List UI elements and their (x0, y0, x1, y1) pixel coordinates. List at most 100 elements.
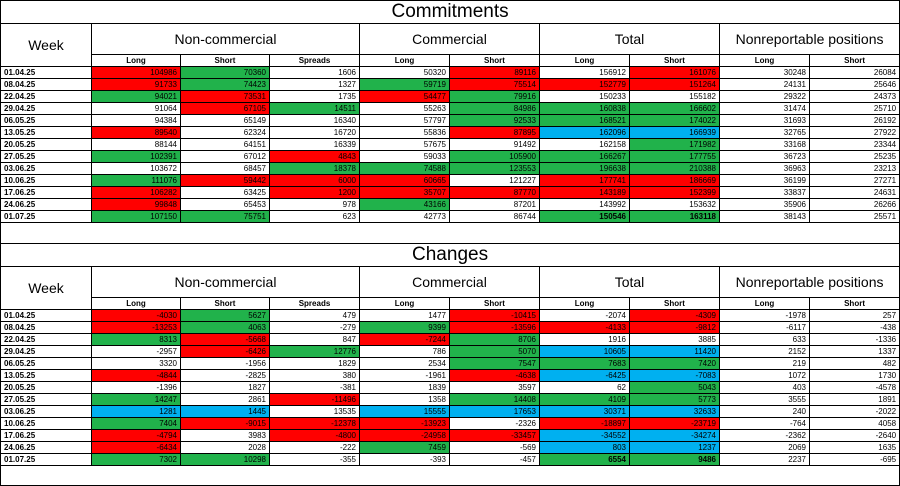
group-commercial: Commercial (359, 23, 540, 55)
value-cell: 633 (719, 333, 810, 346)
value-cell: 68457 (180, 162, 270, 175)
value-cell: 63425 (180, 186, 270, 199)
value-cell: -6426 (180, 345, 270, 358)
week-cell: 22.04.25 (0, 333, 92, 346)
value-cell: 75514 (449, 78, 540, 91)
value-cell: 1891 (808, 393, 900, 406)
value-cell: 5070 (449, 345, 540, 358)
value-cell: 91064 (91, 102, 181, 115)
table-row: 20.05.25 -1396 1827 -381 1839 3597 62 5043 403 -4… (0, 381, 900, 394)
value-cell: 2028 (180, 441, 270, 454)
value-cell: -355 (269, 453, 360, 466)
week-cell: 01.04.25 (0, 309, 92, 322)
value-cell: -9015 (180, 417, 270, 430)
value-cell: 3597 (449, 381, 540, 394)
value-cell: 240 (719, 405, 810, 418)
value-cell: 24373 (808, 90, 900, 103)
value-cell: 8706 (449, 333, 540, 346)
value-cell: 105900 (449, 150, 540, 163)
group-non-commercial: Non-commercial (91, 23, 360, 55)
value-cell: 1445 (180, 405, 270, 418)
value-cell: 103672 (91, 162, 181, 175)
value-cell: -4030 (91, 309, 181, 322)
value-cell: 26192 (808, 114, 900, 127)
value-cell: 102391 (91, 150, 181, 163)
value-cell: 150233 (539, 90, 630, 103)
value-cell: 2861 (180, 393, 270, 406)
week-cell: 17.06.25 (0, 186, 92, 199)
value-cell: 174022 (629, 114, 720, 127)
value-cell: 25235 (808, 150, 900, 163)
week-cell: 22.04.25 (0, 90, 92, 103)
value-cell: 1281 (91, 405, 181, 418)
value-cell: 14408 (449, 393, 540, 406)
value-cell: 5627 (180, 309, 270, 322)
value-cell: 27271 (808, 174, 900, 187)
value-cell: -4309 (629, 309, 720, 322)
value-cell: 87770 (449, 186, 540, 199)
value-cell: 1916 (539, 333, 630, 346)
value-cell: 33837 (719, 186, 810, 199)
value-cell: -764 (719, 417, 810, 430)
subheader-cell: Long (91, 297, 181, 310)
value-cell: 171982 (629, 138, 720, 151)
value-cell: -7244 (359, 333, 450, 346)
value-cell: 87895 (449, 126, 540, 139)
value-cell: 166939 (629, 126, 720, 139)
value-cell: 1072 (719, 369, 810, 382)
value-cell: -2326 (449, 417, 540, 430)
value-cell: 177755 (629, 150, 720, 163)
table-row: 24.06.25 -6434 2028 -222 7459 -569 803 1237 2069… (0, 441, 900, 454)
value-cell: -4578 (808, 381, 900, 394)
value-cell: 7683 (539, 357, 630, 370)
table-row: 01.04.25 104986 70360 1606 50320 89116 156912 1… (0, 66, 900, 79)
value-cell: 65149 (180, 114, 270, 127)
value-cell: -13923 (359, 417, 450, 430)
value-cell: 12776 (269, 345, 360, 358)
value-cell: 3320 (91, 357, 181, 370)
value-cell: 89540 (91, 126, 181, 139)
table-row: 08.04.25 -13253 4063 -279 9399 -13596 -4133 -98… (0, 321, 900, 334)
value-cell: 84986 (449, 102, 540, 115)
week-cell: 24.06.25 (0, 198, 92, 211)
value-cell: 2069 (719, 441, 810, 454)
value-cell: -9812 (629, 321, 720, 334)
table-row: 06.05.25 3320 -1956 1829 2534 7547 7683 7420 219… (0, 357, 900, 370)
value-cell: 9399 (359, 321, 450, 334)
value-cell: 151264 (629, 78, 720, 91)
table-row: 01.07.25 107150 75751 623 42773 86744 150546 16… (0, 210, 900, 223)
value-cell: 7459 (359, 441, 450, 454)
subheader-cell: Short (449, 54, 540, 67)
value-cell: -569 (449, 441, 540, 454)
subheader-cell: Long (359, 297, 450, 310)
value-cell: -11496 (269, 393, 360, 406)
subheader-cell: Short (449, 297, 540, 310)
value-cell: 30371 (539, 405, 630, 418)
value-cell: 59719 (359, 78, 450, 91)
week-cell: 01.07.25 (0, 453, 92, 466)
value-cell: 55263 (359, 102, 450, 115)
group-nonreportable: Nonreportable positions (718, 23, 900, 55)
commitments-rows: 01.04.25 104986 70360 1606 50320 89116 156912 1… (0, 66, 900, 223)
value-cell: 16720 (269, 126, 360, 139)
value-cell: 143189 (539, 186, 630, 199)
value-cell: 79916 (449, 90, 540, 103)
value-cell: 380 (269, 369, 360, 382)
value-cell: 89116 (449, 66, 540, 79)
value-cell: 24131 (719, 78, 810, 91)
value-cell: 7302 (91, 453, 181, 466)
table-row: 03.06.25 1281 1445 13535 15555 17653 30371 3263… (0, 405, 900, 418)
table-row: 06.05.25 94384 65149 16340 57797 92533 168521 1… (0, 114, 900, 127)
value-cell: 786 (359, 345, 450, 358)
value-cell: 23213 (808, 162, 900, 175)
value-cell: 623 (269, 210, 360, 223)
subheader-cell: Short (808, 54, 900, 67)
value-cell: 73531 (180, 90, 270, 103)
value-cell: 91492 (449, 138, 540, 151)
table-row: 17.06.25 106282 63425 1200 35707 87770 143189 1… (0, 186, 900, 199)
value-cell: 1358 (359, 393, 450, 406)
subheader-cell: Short (808, 297, 900, 310)
week-cell: 27.05.25 (0, 150, 92, 163)
value-cell: 57675 (359, 138, 450, 151)
value-cell: -2074 (539, 309, 630, 322)
